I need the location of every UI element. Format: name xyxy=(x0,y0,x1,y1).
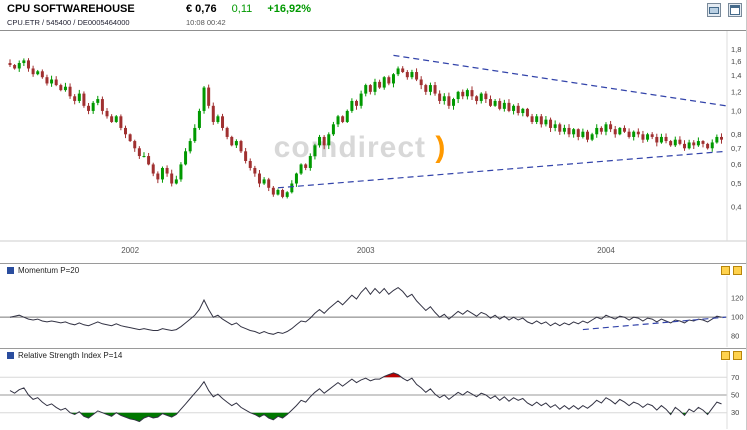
open-window-button[interactable] xyxy=(728,3,742,17)
instrument-title: CPU SOFTWAREHOUSE xyxy=(7,3,135,15)
svg-text:2004: 2004 xyxy=(597,246,615,255)
series-swatch-icon xyxy=(7,267,14,274)
header: CPU SOFTWAREHOUSE CPU.ETR / 545400 / DE0… xyxy=(0,0,746,31)
rsi-settings-button[interactable] xyxy=(721,351,730,360)
svg-text:80: 80 xyxy=(731,332,739,341)
svg-text:100: 100 xyxy=(731,313,744,322)
momentum-panel-buttons xyxy=(718,266,742,275)
svg-text:0,5: 0,5 xyxy=(731,179,741,188)
main-chart-area: comdirect ) 1,8 1,6 1,4 1,2 1,0 0,8 0,7 0,6 0,5 0,… xyxy=(0,31,747,264)
window-buttons xyxy=(704,3,742,21)
svg-text:0,6: 0,6 xyxy=(731,160,741,169)
rsi-indicator-label: Relative Strength Index P=14 xyxy=(18,351,123,360)
svg-text:1,6: 1,6 xyxy=(731,57,741,66)
price-candlestick-chart: comdirect ) 1,8 1,6 1,4 1,2 1,0 0,8 0,7 0,6 0,5 0,… xyxy=(0,31,747,255)
svg-text:50: 50 xyxy=(731,391,739,400)
quote-block: € 0,76 0,11 +16,92% xyxy=(186,3,311,15)
svg-text:0,7: 0,7 xyxy=(731,144,741,153)
rsi-panel-buttons xyxy=(718,351,742,360)
rsi-panel: Relative Strength Index P=14 70 50 30 xyxy=(0,349,746,430)
svg-text:2002: 2002 xyxy=(121,246,139,255)
series-swatch-icon xyxy=(7,352,14,359)
rsi-panel-header: Relative Strength Index P=14 xyxy=(0,349,746,361)
window-icon xyxy=(730,5,740,15)
svg-text:0,8: 0,8 xyxy=(731,130,741,139)
momentum-line-chart: 120 100 80 xyxy=(0,276,744,347)
rsi-line-chart: 70 50 30 xyxy=(0,361,739,429)
price-change-percent: +16,92% xyxy=(267,3,312,15)
momentum-panel-header: Momentum P=20 xyxy=(0,264,746,276)
instrument-details: CPU.ETR / 545400 / DE0005464000 xyxy=(7,18,130,27)
print-chart-button[interactable] xyxy=(706,3,721,17)
momentum-panel: Momentum P=20 120 100 80 xyxy=(0,264,746,349)
last-price: € 0,76 xyxy=(186,3,217,15)
momentum-close-button[interactable] xyxy=(733,266,742,275)
rsi-close-button[interactable] xyxy=(733,351,742,360)
comdirect-watermark: comdirect ) xyxy=(274,131,447,164)
svg-text:1,4: 1,4 xyxy=(731,71,741,80)
svg-text:2003: 2003 xyxy=(357,246,375,255)
quote-time: 10:08 00:42 xyxy=(186,18,226,27)
svg-text:1,8: 1,8 xyxy=(731,45,741,54)
svg-text:30: 30 xyxy=(731,408,739,417)
price-change: 0,11 xyxy=(231,3,253,15)
momentum-settings-button[interactable] xyxy=(721,266,730,275)
svg-text:70: 70 xyxy=(731,373,739,382)
momentum-indicator-label: Momentum P=20 xyxy=(18,266,80,275)
svg-text:1,0: 1,0 xyxy=(731,106,741,115)
printer-icon xyxy=(708,6,719,14)
svg-text:0,4: 0,4 xyxy=(731,202,741,211)
svg-text:120: 120 xyxy=(731,294,744,303)
svg-text:1,2: 1,2 xyxy=(731,87,741,96)
